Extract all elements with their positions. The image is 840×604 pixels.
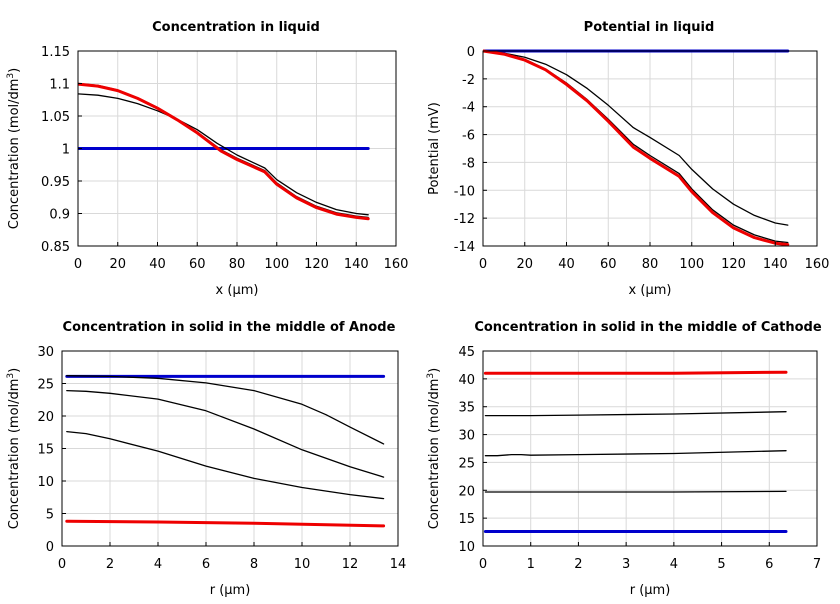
chart-3: 0 2 4 6 8 10 12 14 0 5 10 15 20 25 30 Concentration in … [6, 320, 406, 598]
x-tick-label: 2 [106, 557, 114, 572]
y-tick-label: -2 [462, 73, 475, 88]
x-tick-label: 10 [294, 557, 311, 572]
series-line-black-1 [66, 375, 385, 445]
y-tick-label: 45 [458, 345, 475, 360]
x-tick-label: 60 [600, 257, 617, 272]
y-tick-label: 40 [458, 373, 475, 388]
x-tick-label: 7 [813, 557, 821, 572]
y-axis-label: Potential (mV) [427, 102, 442, 195]
x-axis-label: x (µm) [216, 283, 259, 298]
y-tick-label: 20 [37, 410, 54, 425]
y-tick-label: -10 [454, 184, 475, 199]
y-tick-label: 25 [37, 378, 54, 393]
y-tick-label: 5 [46, 508, 54, 523]
x-tick-label: 0 [479, 257, 487, 272]
series-line-black-3 [66, 430, 385, 500]
x-tick-label: 6 [202, 557, 210, 572]
y-tick-label: 20 [458, 484, 475, 499]
y-tick-label: -12 [454, 212, 475, 227]
x-tick-label: 100 [679, 257, 704, 272]
chart-title: Potential in liquid [584, 20, 715, 35]
x-tick-label: 0 [479, 557, 487, 572]
y-tick-label: 30 [37, 345, 54, 360]
x-tick-label: 3 [622, 557, 630, 572]
x-axis-label: x (µm) [629, 283, 672, 298]
series-line-black-1 [483, 50, 789, 226]
y-tick-label: 0.85 [41, 240, 70, 255]
series-line-black-2 [66, 389, 385, 478]
x-tick-label: 80 [229, 257, 246, 272]
chart-title: Concentration in liquid [152, 20, 320, 35]
chart-title: Concentration in solid in the middle of … [63, 320, 396, 335]
x-tick-label: 20 [109, 257, 126, 272]
y-tick-label: 0.95 [41, 175, 70, 190]
series-line-red [483, 370, 788, 375]
y-tick-label: 10 [37, 475, 54, 490]
y-tick-label: 0.9 [49, 208, 70, 223]
x-tick-label: 6 [765, 557, 773, 572]
y-tick-label: 15 [458, 512, 475, 527]
y-tick-label: 1.05 [41, 110, 70, 125]
series-line-black-3 [484, 411, 787, 417]
chart-title: Concentration in solid in the middle of … [474, 320, 822, 335]
x-tick-label: 160 [384, 257, 409, 272]
y-tick-label: 1 [62, 143, 70, 158]
x-tick-label: 40 [149, 257, 166, 272]
chart-1: 0 20 40 60 80 100 120 140 160 0.85 0.9 0.95 1 1.05 1.1… [6, 20, 408, 298]
series-line-black-1 [78, 93, 369, 216]
x-tick-label: 12 [342, 557, 359, 572]
y-tick-label: -4 [462, 101, 475, 116]
y-tick-label: 1.1 [49, 78, 70, 93]
x-tick-label: 20 [516, 257, 533, 272]
x-tick-label: 120 [304, 257, 329, 272]
y-tick-label: 15 [37, 443, 54, 458]
y-tick-label: 35 [458, 401, 475, 416]
series-line-black-2 [484, 450, 787, 457]
y-tick-label: 1.15 [41, 45, 70, 60]
x-tick-label: 80 [642, 257, 659, 272]
chart-2: 0 20 40 60 80 100 120 140 160 -14 -12 -10 -8 -6 -4 -2 0 P… [427, 20, 829, 298]
x-tick-label: 120 [721, 257, 746, 272]
x-tick-label: 160 [805, 257, 830, 272]
y-tick-label: 0 [46, 540, 54, 555]
series-line-black-2 [78, 82, 369, 219]
x-tick-label: 40 [558, 257, 575, 272]
x-tick-label: 1 [527, 557, 535, 572]
series-line-red [483, 49, 790, 247]
x-tick-label: 14 [390, 557, 407, 572]
y-axis-label: Concentration (mol/dm3) [6, 68, 22, 230]
y-tick-label: -6 [462, 129, 475, 144]
y-tick-label: 25 [458, 456, 475, 471]
x-tick-label: 140 [344, 257, 369, 272]
x-tick-label: 2 [574, 557, 582, 572]
x-tick-label: 140 [763, 257, 788, 272]
y-tick-label: 10 [458, 540, 475, 555]
plot-frame [482, 350, 818, 547]
y-tick-label: 30 [458, 429, 475, 444]
y-axis-label: Concentration (mol/dm3) [426, 368, 442, 530]
x-tick-label: 60 [189, 257, 206, 272]
x-tick-label: 0 [58, 557, 66, 572]
series-line-black-1 [484, 490, 787, 493]
series-line-red [65, 519, 386, 528]
x-tick-label: 4 [670, 557, 678, 572]
x-tick-label: 8 [250, 557, 258, 572]
x-tick-label: 0 [74, 257, 82, 272]
series-line-red [78, 82, 370, 221]
y-tick-label: -14 [454, 240, 475, 255]
x-axis-label: r (µm) [210, 583, 251, 598]
x-tick-label: 5 [717, 557, 725, 572]
x-tick-label: 4 [154, 557, 162, 572]
y-axis-label: Concentration (mol/dm3) [6, 368, 22, 530]
x-tick-label: 100 [264, 257, 289, 272]
x-axis-label: r (µm) [630, 583, 671, 598]
y-tick-label: -8 [462, 156, 475, 171]
y-tick-label: 0 [467, 45, 475, 60]
